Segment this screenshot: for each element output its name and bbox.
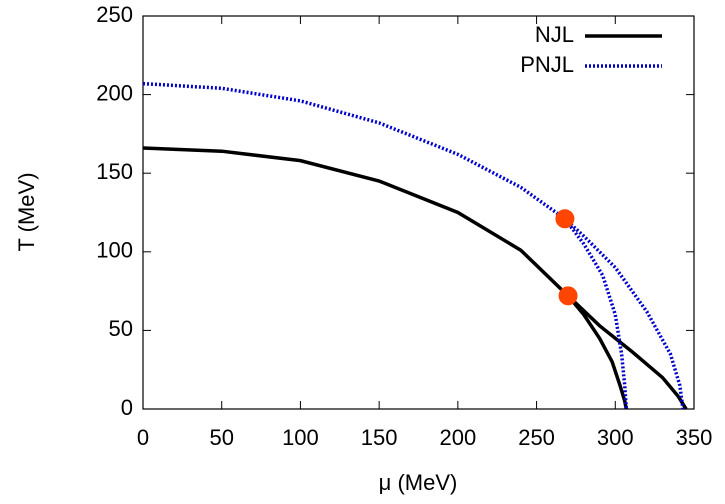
x-tick-label: 0 bbox=[137, 425, 149, 450]
series-line bbox=[142, 81, 685, 410]
y-axis-label: T (MeV) bbox=[14, 172, 39, 251]
x-tick-label: 350 bbox=[676, 425, 713, 450]
x-tick-label: 200 bbox=[439, 425, 476, 450]
x-tick-label: 300 bbox=[597, 425, 634, 450]
x-tick-label: 250 bbox=[518, 425, 555, 450]
y-tick-label: 50 bbox=[109, 316, 133, 341]
critical-point bbox=[558, 286, 578, 306]
y-tick-label: 200 bbox=[96, 80, 133, 105]
plot-frame bbox=[142, 15, 695, 410]
x-tick-label: 100 bbox=[282, 425, 319, 450]
y-tick-label: 150 bbox=[96, 159, 133, 184]
y-tick-label: 0 bbox=[121, 395, 133, 420]
y-tick-label: 250 bbox=[96, 2, 133, 27]
y-tick-label: 100 bbox=[96, 238, 133, 263]
x-axis-label: μ (MeV) bbox=[379, 470, 458, 495]
critical-point bbox=[555, 209, 575, 229]
series-line bbox=[142, 146, 688, 410]
x-tick-label: 50 bbox=[209, 425, 233, 450]
x-tick-label: 150 bbox=[361, 425, 398, 450]
legend-label: PNJL bbox=[520, 52, 574, 77]
legend-label: NJL bbox=[535, 22, 574, 47]
